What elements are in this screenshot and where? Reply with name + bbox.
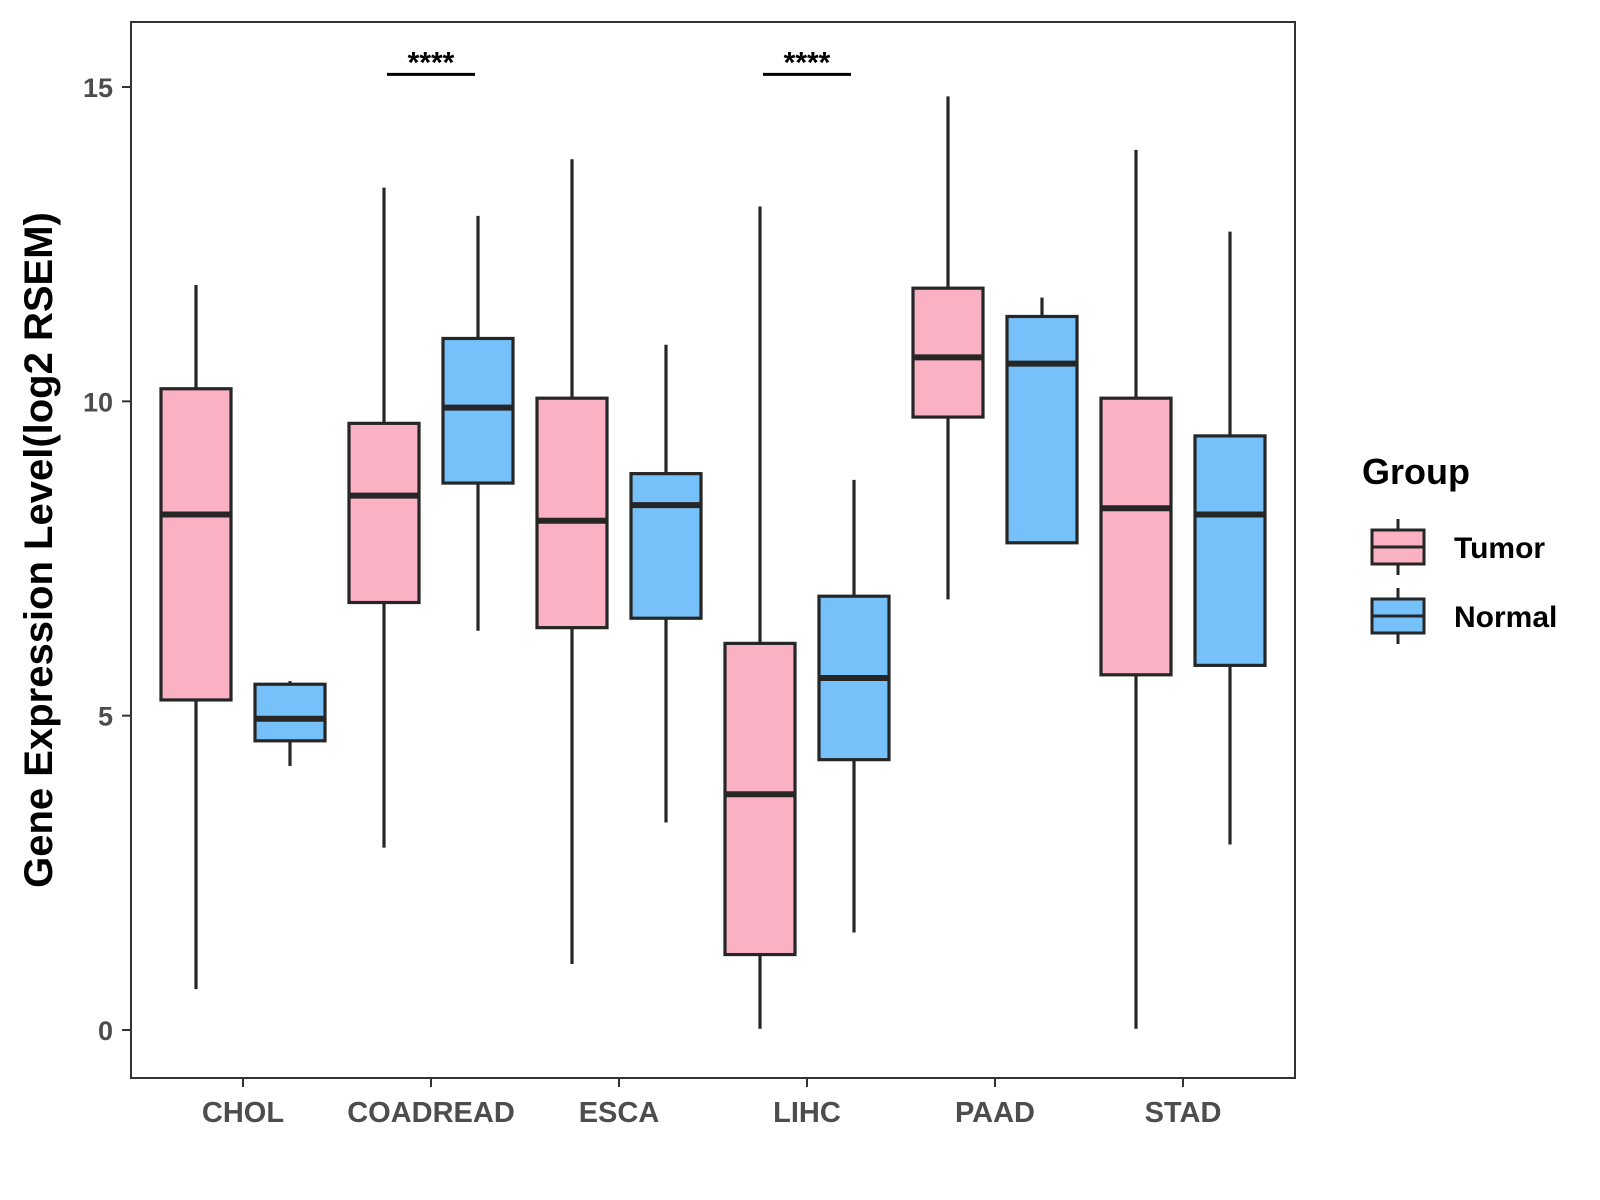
normal-box-esca [629, 344, 703, 823]
x-tick-label: COADREAD [347, 1097, 515, 1129]
tumor-box-stad [1099, 149, 1173, 1029]
x-axis: CHOL COADREAD ESCA LIHC PAAD STAD [202, 1078, 1221, 1129]
y-axis: 0 5 10 15 [83, 73, 131, 1046]
y-tick-label: 5 [98, 702, 113, 732]
legend-key-tumor [1370, 519, 1426, 575]
y-axis-title: Gene Expression Level(log2 RSEM) [17, 212, 61, 888]
tumor-box-esca [535, 159, 609, 964]
box-body [1193, 434, 1267, 667]
significance-label: **** [784, 46, 831, 79]
normal-box-chol [253, 681, 327, 766]
box-body [441, 336, 515, 485]
tumor-box-coadread [347, 187, 421, 848]
box-body [1005, 314, 1079, 545]
normal-box-stad [1193, 231, 1267, 845]
box-body [159, 387, 233, 702]
normal-box-paad [1005, 297, 1079, 545]
tumor-box-lihc [723, 206, 797, 1029]
box-body [535, 396, 609, 630]
box-body [723, 641, 797, 957]
x-tick-label: LIHC [773, 1097, 841, 1129]
legend-title: Group [1362, 451, 1470, 492]
normal-box-coadread [441, 215, 515, 631]
x-tick-label: PAAD [955, 1097, 1035, 1129]
legend: Group Tumor Normal [1362, 451, 1557, 644]
y-tick-label: 0 [98, 1016, 113, 1046]
box-body [629, 472, 703, 620]
legend-label-tumor: Tumor [1454, 532, 1545, 565]
normal-box-lihc [817, 479, 891, 933]
box-body [911, 286, 985, 419]
box-body [1099, 396, 1173, 677]
y-tick-label: 15 [83, 73, 113, 103]
box-layer [159, 96, 1267, 1029]
x-tick-label: CHOL [202, 1097, 284, 1129]
significance-label: **** [408, 46, 455, 79]
box-body [347, 421, 421, 605]
legend-label-normal: Normal [1454, 601, 1557, 634]
tumor-box-chol [159, 285, 233, 990]
box-body [253, 682, 327, 743]
significance-annotations: **** **** [387, 46, 851, 79]
legend-key-normal [1370, 588, 1426, 644]
x-tick-label: STAD [1145, 1097, 1222, 1129]
y-tick-label: 10 [83, 387, 113, 417]
x-tick-label: ESCA [579, 1097, 660, 1129]
tumor-box-paad [911, 96, 985, 600]
